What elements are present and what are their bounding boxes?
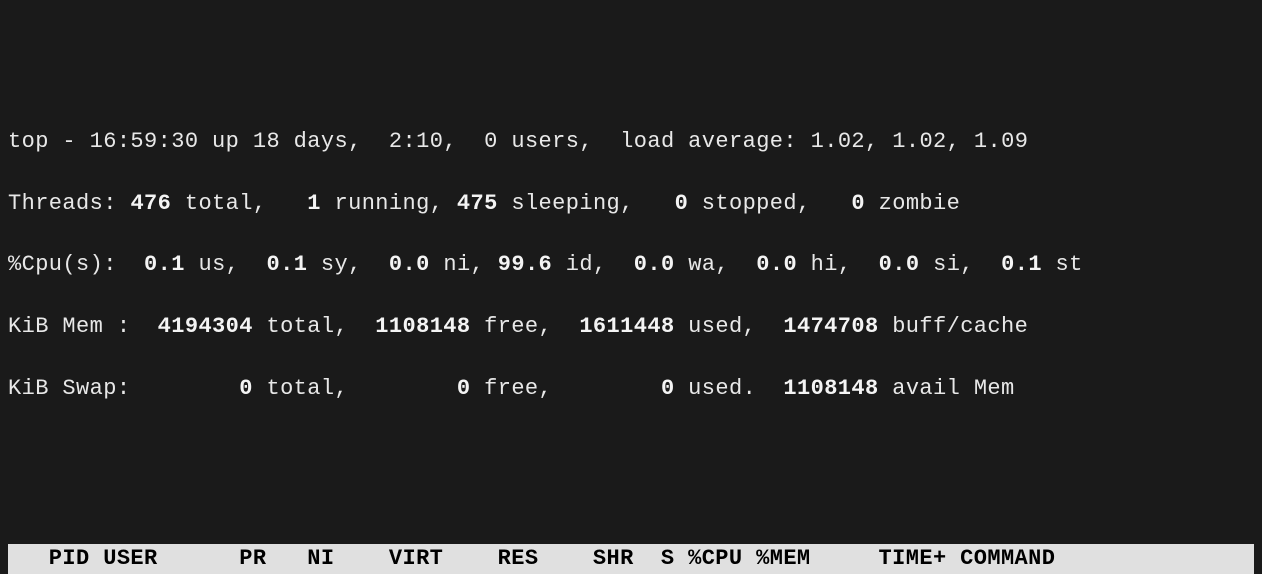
cpu-ni: 0.0 xyxy=(389,252,430,277)
sep xyxy=(130,314,157,339)
summary-sep: , xyxy=(348,129,389,154)
summary-sep: , xyxy=(947,129,974,154)
sep: total, xyxy=(253,314,375,339)
summary-load-1: 1.02 xyxy=(811,129,865,154)
sep: id, xyxy=(552,252,634,277)
threads-running: 1 xyxy=(307,191,321,216)
sep: total, xyxy=(171,191,307,216)
summary-sep: , xyxy=(865,129,892,154)
sep: si, xyxy=(919,252,1001,277)
cpu-wa: 0.0 xyxy=(634,252,675,277)
mem-buff: 1474708 xyxy=(783,314,878,339)
sep: used, xyxy=(675,314,784,339)
summary-load-2: 1.02 xyxy=(892,129,946,154)
sep: avail Mem xyxy=(879,376,1015,401)
sep xyxy=(130,376,239,401)
sep xyxy=(117,191,131,216)
top-summary-line-3: %Cpu(s): 0.1 us, 0.1 sy, 0.0 ni, 99.6 id… xyxy=(8,250,1254,281)
threads-total: 476 xyxy=(130,191,171,216)
sep xyxy=(117,252,144,277)
cpu-id: 99.6 xyxy=(498,252,552,277)
summary-uptime-hm: 2:10 xyxy=(389,129,443,154)
mem-avail: 1108148 xyxy=(783,376,878,401)
summary-sep: , xyxy=(443,129,484,154)
summary-time: 16:59:30 xyxy=(90,129,199,154)
cpu-st: 0.1 xyxy=(1001,252,1042,277)
summary-uptime-days: 18 days xyxy=(253,129,348,154)
sep: zombie xyxy=(865,191,960,216)
top-summary-line-5: KiB Swap: 0 total, 0 free, 0 used. 11081… xyxy=(8,374,1254,405)
sep: stopped, xyxy=(688,191,851,216)
swap-used: 0 xyxy=(661,376,675,401)
cpu-hi: 0.0 xyxy=(756,252,797,277)
sep: st xyxy=(1042,252,1083,277)
cpu-si: 0.0 xyxy=(879,252,920,277)
process-header-row[interactable]: PID USER PR NI VIRT RES SHR S %CPU %MEM … xyxy=(8,544,1254,574)
summary-sep: users, load average: xyxy=(498,129,811,154)
sep: total, xyxy=(253,376,457,401)
top-summary-line-4: KiB Mem : 4194304 total, 1108148 free, 1… xyxy=(8,312,1254,343)
cpu-us: 0.1 xyxy=(144,252,185,277)
blank-line xyxy=(8,466,1254,482)
sep: hi, xyxy=(797,252,879,277)
threads-sleeping: 475 xyxy=(457,191,498,216)
top-summary-line-2: Threads: 476 total, 1 running, 475 sleep… xyxy=(8,189,1254,220)
mem-total: 4194304 xyxy=(158,314,253,339)
sep: running, xyxy=(321,191,457,216)
top-summary-line-1: top - 16:59:30 up 18 days, 2:10, 0 users… xyxy=(8,127,1254,158)
threads-label: Threads: xyxy=(8,191,117,216)
threads-zombie: 0 xyxy=(851,191,865,216)
summary-load-3: 1.09 xyxy=(974,129,1028,154)
summary-users: 0 xyxy=(484,129,498,154)
cpu-sy: 0.1 xyxy=(266,252,307,277)
mem-label: KiB Mem : xyxy=(8,314,130,339)
swap-total: 0 xyxy=(239,376,253,401)
summary-sep: up xyxy=(198,129,252,154)
sep: used. xyxy=(675,376,784,401)
mem-free: 1108148 xyxy=(375,314,470,339)
sep: sleeping, xyxy=(498,191,675,216)
sep: free, xyxy=(471,314,580,339)
mem-used: 1611448 xyxy=(579,314,674,339)
swap-label: KiB Swap: xyxy=(8,376,130,401)
sep: us, xyxy=(185,252,267,277)
sep: buff/cache xyxy=(879,314,1029,339)
cpu-label: %Cpu(s): xyxy=(8,252,117,277)
sep: sy, xyxy=(307,252,389,277)
sep: wa, xyxy=(675,252,757,277)
sep: free, xyxy=(471,376,661,401)
threads-stopped: 0 xyxy=(675,191,689,216)
sep: ni, xyxy=(430,252,498,277)
swap-free: 0 xyxy=(457,376,471,401)
summary-prefix: top - xyxy=(8,129,90,154)
